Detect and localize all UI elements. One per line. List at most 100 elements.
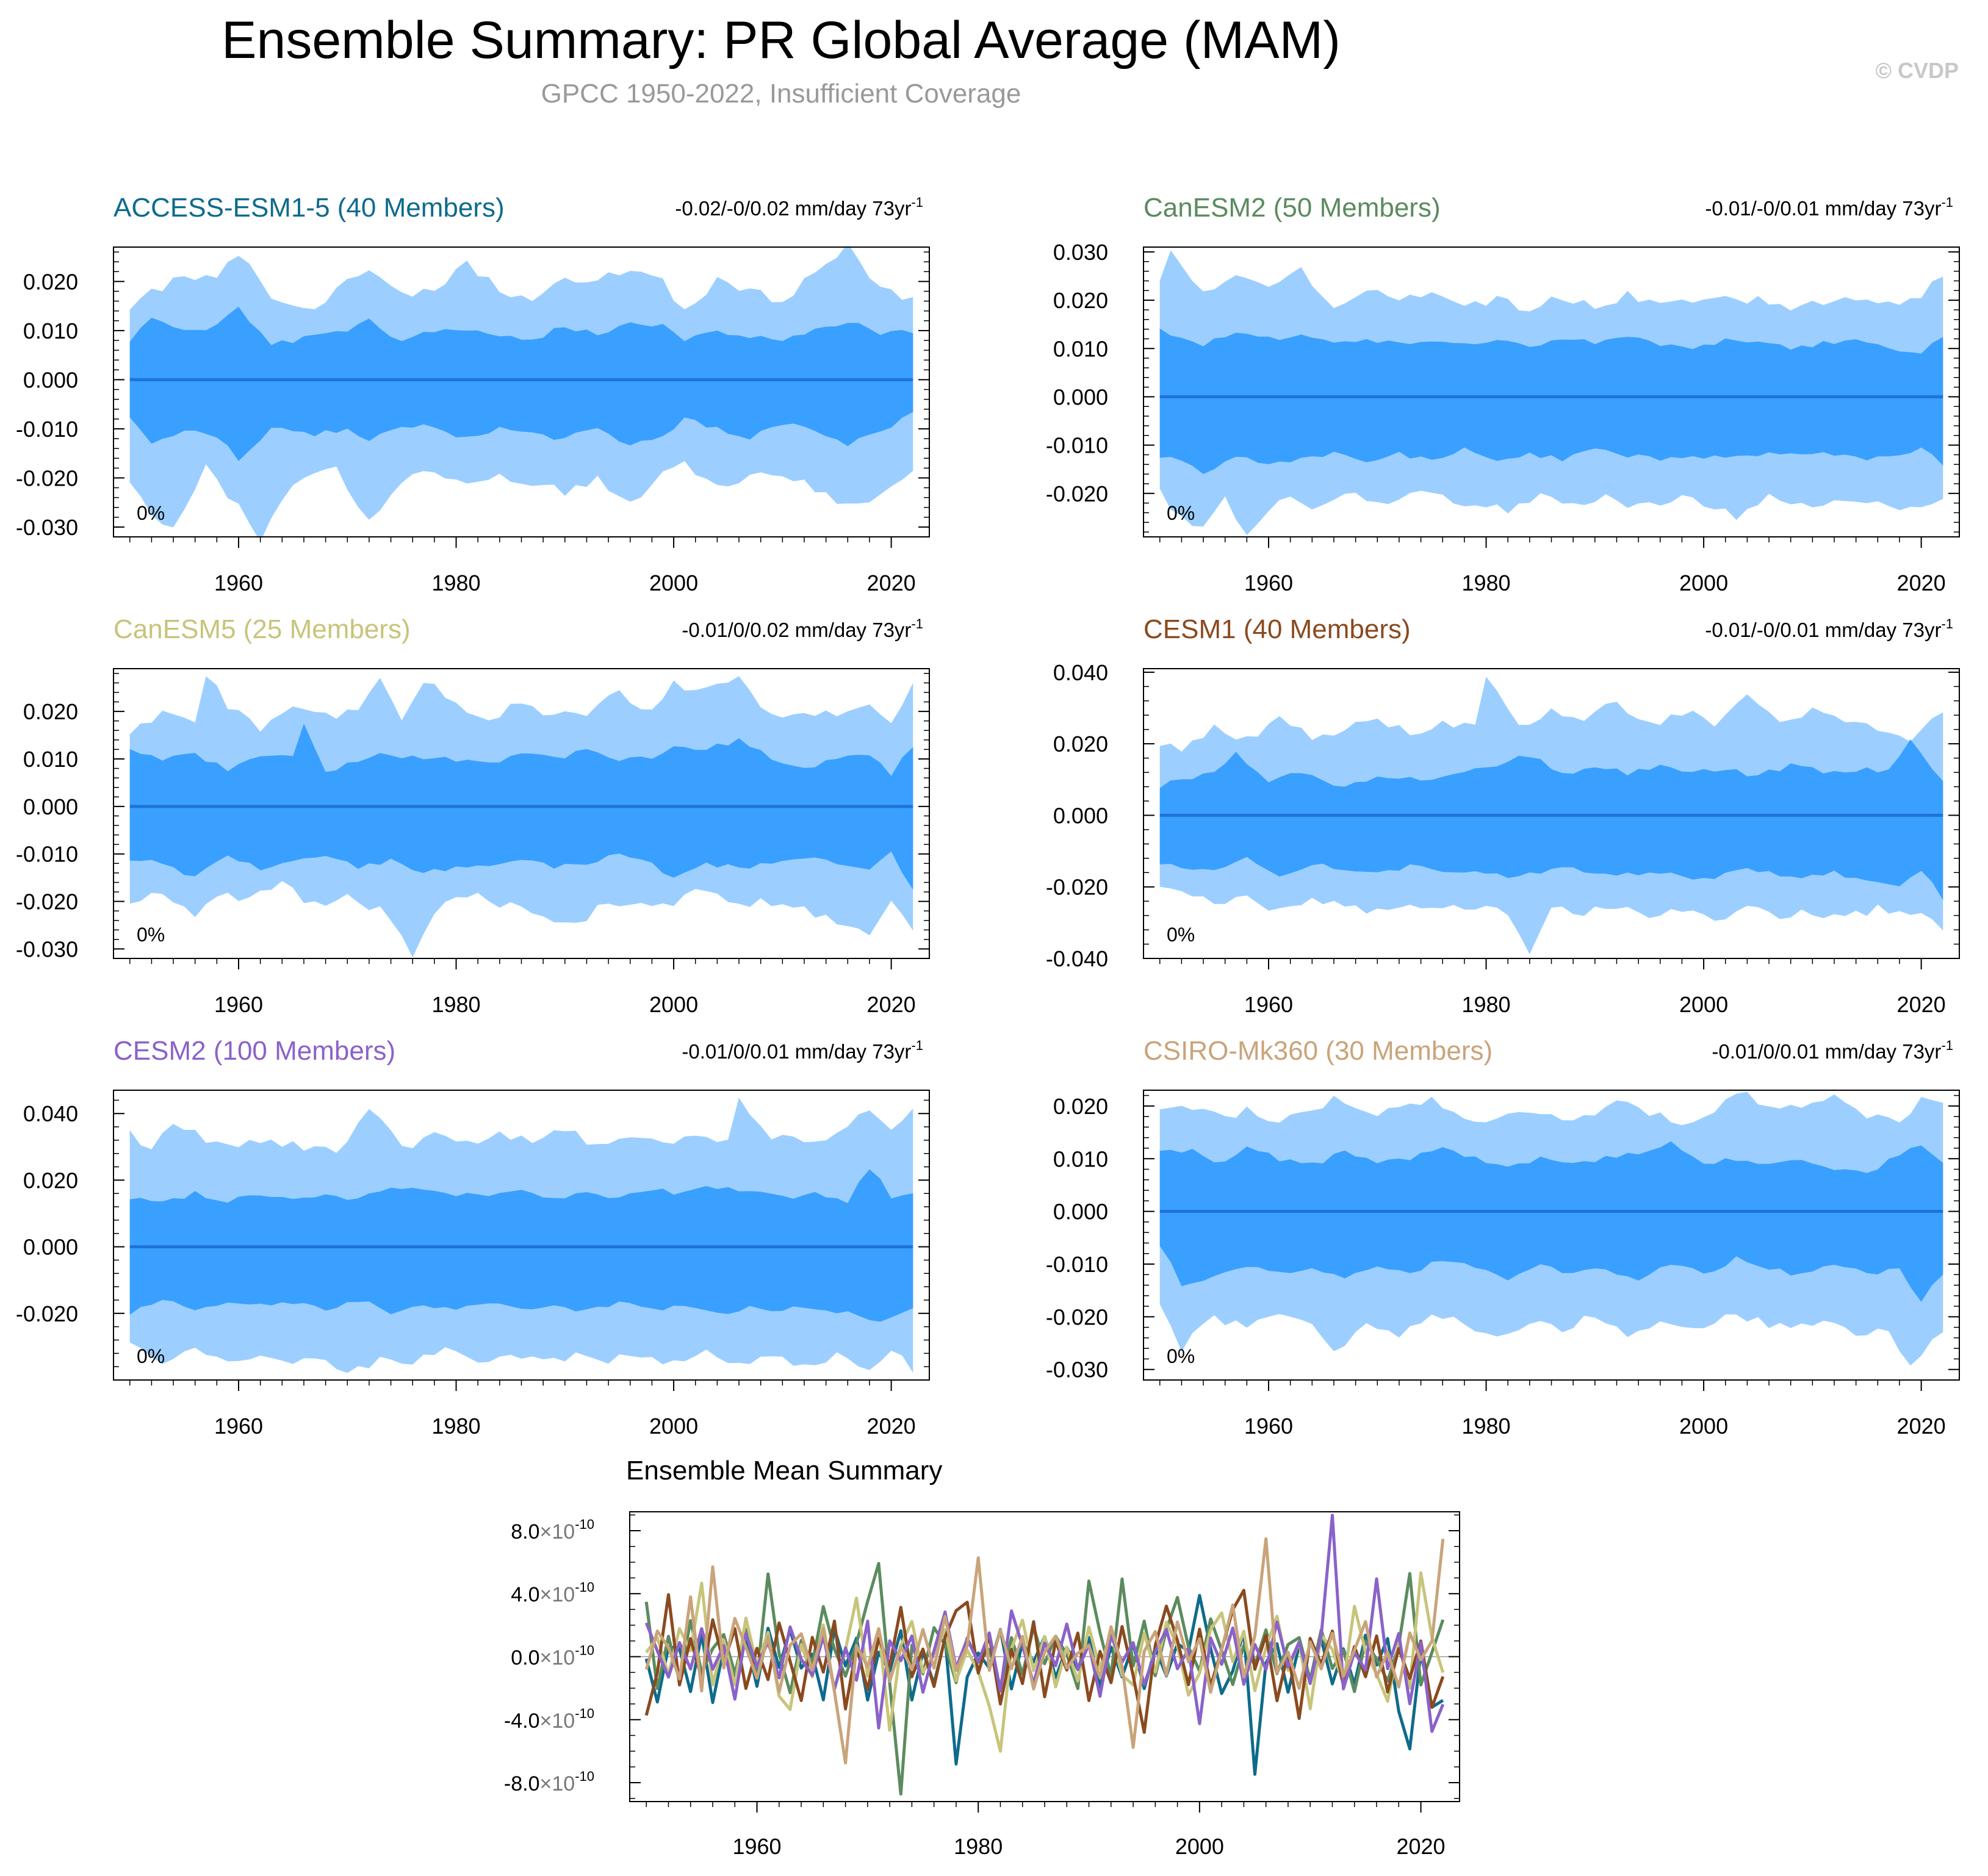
x-tick-label: 2000 xyxy=(1679,570,1728,595)
y-tick-mantissa: 8.0 xyxy=(511,1520,539,1544)
y-tick-label: 0.020 xyxy=(1053,1094,1108,1119)
figure-subtitle: GPCC 1950-2022, Insufficient Coverage xyxy=(541,79,1021,109)
x-tick-label: 2000 xyxy=(649,992,698,1017)
x-tick-label: 1980 xyxy=(954,1834,1003,1859)
y-tick-label: 0.010 xyxy=(1053,336,1108,361)
y-tick-label: 0.040 xyxy=(23,1101,78,1126)
x-tick-label: 2000 xyxy=(1679,1414,1728,1439)
coverage-percent-label: 0% xyxy=(137,502,165,524)
series-line-cesm1 xyxy=(644,1589,1445,1734)
y-tick-mantissa: 4.0 xyxy=(511,1583,539,1606)
y-tick-base: ×10 xyxy=(540,1583,575,1606)
y-tick-label: 0.030 xyxy=(1053,240,1108,265)
x-tick-label: 1960 xyxy=(214,1414,263,1439)
panel-plot-area xyxy=(129,247,913,537)
x-tick-label: 1960 xyxy=(732,1834,781,1859)
y-tick-label: 0.010 xyxy=(23,747,78,772)
inner-spread-band xyxy=(1159,1141,1943,1302)
panel-1: 0.020 0.010 0.000 -0.010 -0.020 -0.030 1960 198… xyxy=(16,193,930,595)
x-tick-label: 1960 xyxy=(214,992,263,1017)
trend-label: -0.01/-0/0.01 mm/day 73yr-1 xyxy=(1705,616,1953,641)
trend-label-exponent: -1 xyxy=(911,616,923,631)
mean-plot-area xyxy=(630,1514,1460,1796)
panel-title: CESM1 (40 Members) xyxy=(1143,614,1411,644)
y-tick-label: -0.020 xyxy=(1046,481,1108,506)
x-tick-label: 2020 xyxy=(867,570,916,595)
series-line-cesm2 xyxy=(644,1514,1445,1733)
trend-label: -0.01/0/0.02 mm/day 73yr-1 xyxy=(682,616,923,641)
trend-label: -0.01/-0/0.01 mm/day 73yr-1 xyxy=(1705,195,1953,220)
y-tick-label: 0.000 xyxy=(1053,1199,1108,1224)
x-tick-label: 1980 xyxy=(431,570,480,595)
y-tick-exponent: -10 xyxy=(575,1706,594,1721)
y-tick-base: ×10 xyxy=(540,1647,575,1670)
y-tick-label: 0.000 xyxy=(1053,803,1108,828)
x-tick-label: 1980 xyxy=(431,1414,480,1439)
y-tick-label: -0.030 xyxy=(1046,1357,1108,1382)
trend-label-exponent: -1 xyxy=(1941,195,1953,210)
panel-6: 0.020 0.010 0.000 -0.010 -0.020 -0.030 1960 198… xyxy=(1046,1036,1960,1439)
figure-title: Ensemble Summary: PR Global Average (MAM… xyxy=(221,11,1341,70)
y-tick-label: 0.020 xyxy=(1053,288,1108,313)
watermark: © CVDP xyxy=(1875,58,1959,83)
y-tick-label: 0.020 xyxy=(23,699,78,724)
x-tick-label: 2000 xyxy=(1679,992,1728,1017)
trend-label: -0.01/0/0.01 mm/day 73yr-1 xyxy=(1712,1038,1953,1063)
y-tick-exponent: -10 xyxy=(575,1769,594,1784)
panel-title: CSIRO-Mk360 (30 Members) xyxy=(1143,1036,1493,1066)
x-tick-label: 1980 xyxy=(1461,992,1510,1017)
y-tick-label: 0.010 xyxy=(23,318,78,343)
y-tick-exponent: -10 xyxy=(575,1580,594,1595)
trend-label: -0.01/0/0.01 mm/day 73yr-1 xyxy=(682,1038,923,1063)
y-tick-label: 0.0×10-10 xyxy=(511,1643,594,1670)
y-tick-mantissa: -8.0 xyxy=(504,1772,540,1795)
trend-label-exponent: -1 xyxy=(911,1038,923,1053)
y-tick-label: 0.000 xyxy=(23,367,78,392)
x-tick-label: 1980 xyxy=(1461,1414,1510,1439)
y-tick-label: 0.000 xyxy=(1053,384,1108,409)
panel-plot-area xyxy=(1159,677,1943,955)
panel-title: CanESM2 (50 Members) xyxy=(1143,193,1441,223)
y-tick-exponent: -10 xyxy=(575,1517,594,1532)
y-tick-mantissa: -4.0 xyxy=(504,1709,540,1733)
panel-plot-area xyxy=(129,1098,913,1373)
x-tick-label: 2020 xyxy=(1396,1834,1445,1859)
y-tick-label: -4.0×10-10 xyxy=(504,1706,594,1733)
inner-spread-band xyxy=(129,306,913,461)
y-tick-label: 0.020 xyxy=(23,269,78,294)
trend-label: -0.02/-0/0.02 mm/day 73yr-1 xyxy=(675,195,923,220)
x-tick-label: 2020 xyxy=(867,1414,916,1439)
panel-title: ACCESS-ESM1-5 (40 Members) xyxy=(113,193,505,223)
coverage-percent-label: 0% xyxy=(1167,1345,1195,1367)
y-tick-label: 0.010 xyxy=(1053,1146,1108,1171)
inner-spread-band xyxy=(1159,328,1943,474)
y-tick-label: 0.040 xyxy=(1053,660,1108,685)
y-tick-base: ×10 xyxy=(540,1772,575,1795)
x-tick-label: 1980 xyxy=(1461,570,1510,595)
series-line-csiro-mk360 xyxy=(644,1537,1445,1765)
y-tick-label: -0.020 xyxy=(16,889,78,915)
y-tick-label: -0.010 xyxy=(1046,1252,1108,1277)
trend-label-exponent: -1 xyxy=(1941,1038,1953,1053)
x-tick-label: 2020 xyxy=(1897,570,1946,595)
y-tick-label: 8.0×10-10 xyxy=(511,1517,594,1544)
y-tick-label: 0.020 xyxy=(23,1168,78,1193)
y-tick-label: -0.020 xyxy=(16,465,78,491)
panel-plot-area xyxy=(1159,1091,1943,1366)
y-tick-label: -0.010 xyxy=(16,842,78,867)
x-tick-label: 2000 xyxy=(1175,1834,1224,1859)
x-tick-label: 1980 xyxy=(431,992,480,1017)
x-tick-label: 1960 xyxy=(1244,992,1293,1017)
y-tick-label: -0.020 xyxy=(1046,875,1108,900)
x-tick-label: 2000 xyxy=(649,570,698,595)
y-tick-label: -0.020 xyxy=(1046,1304,1108,1329)
coverage-percent-label: 0% xyxy=(137,1345,165,1367)
ensemble-mean-panel: Ensemble Mean Summary8.0×10-104.0×10-100… xyxy=(504,1456,1460,1859)
trend-label-exponent: -1 xyxy=(1941,616,1953,631)
panel-title: CESM2 (100 Members) xyxy=(113,1036,395,1066)
y-tick-label: 4.0×10-10 xyxy=(511,1580,594,1606)
y-tick-label: 0.000 xyxy=(23,1235,78,1260)
x-tick-label: 2020 xyxy=(1897,1414,1946,1439)
series-line-canesm5 xyxy=(645,1571,1445,1753)
